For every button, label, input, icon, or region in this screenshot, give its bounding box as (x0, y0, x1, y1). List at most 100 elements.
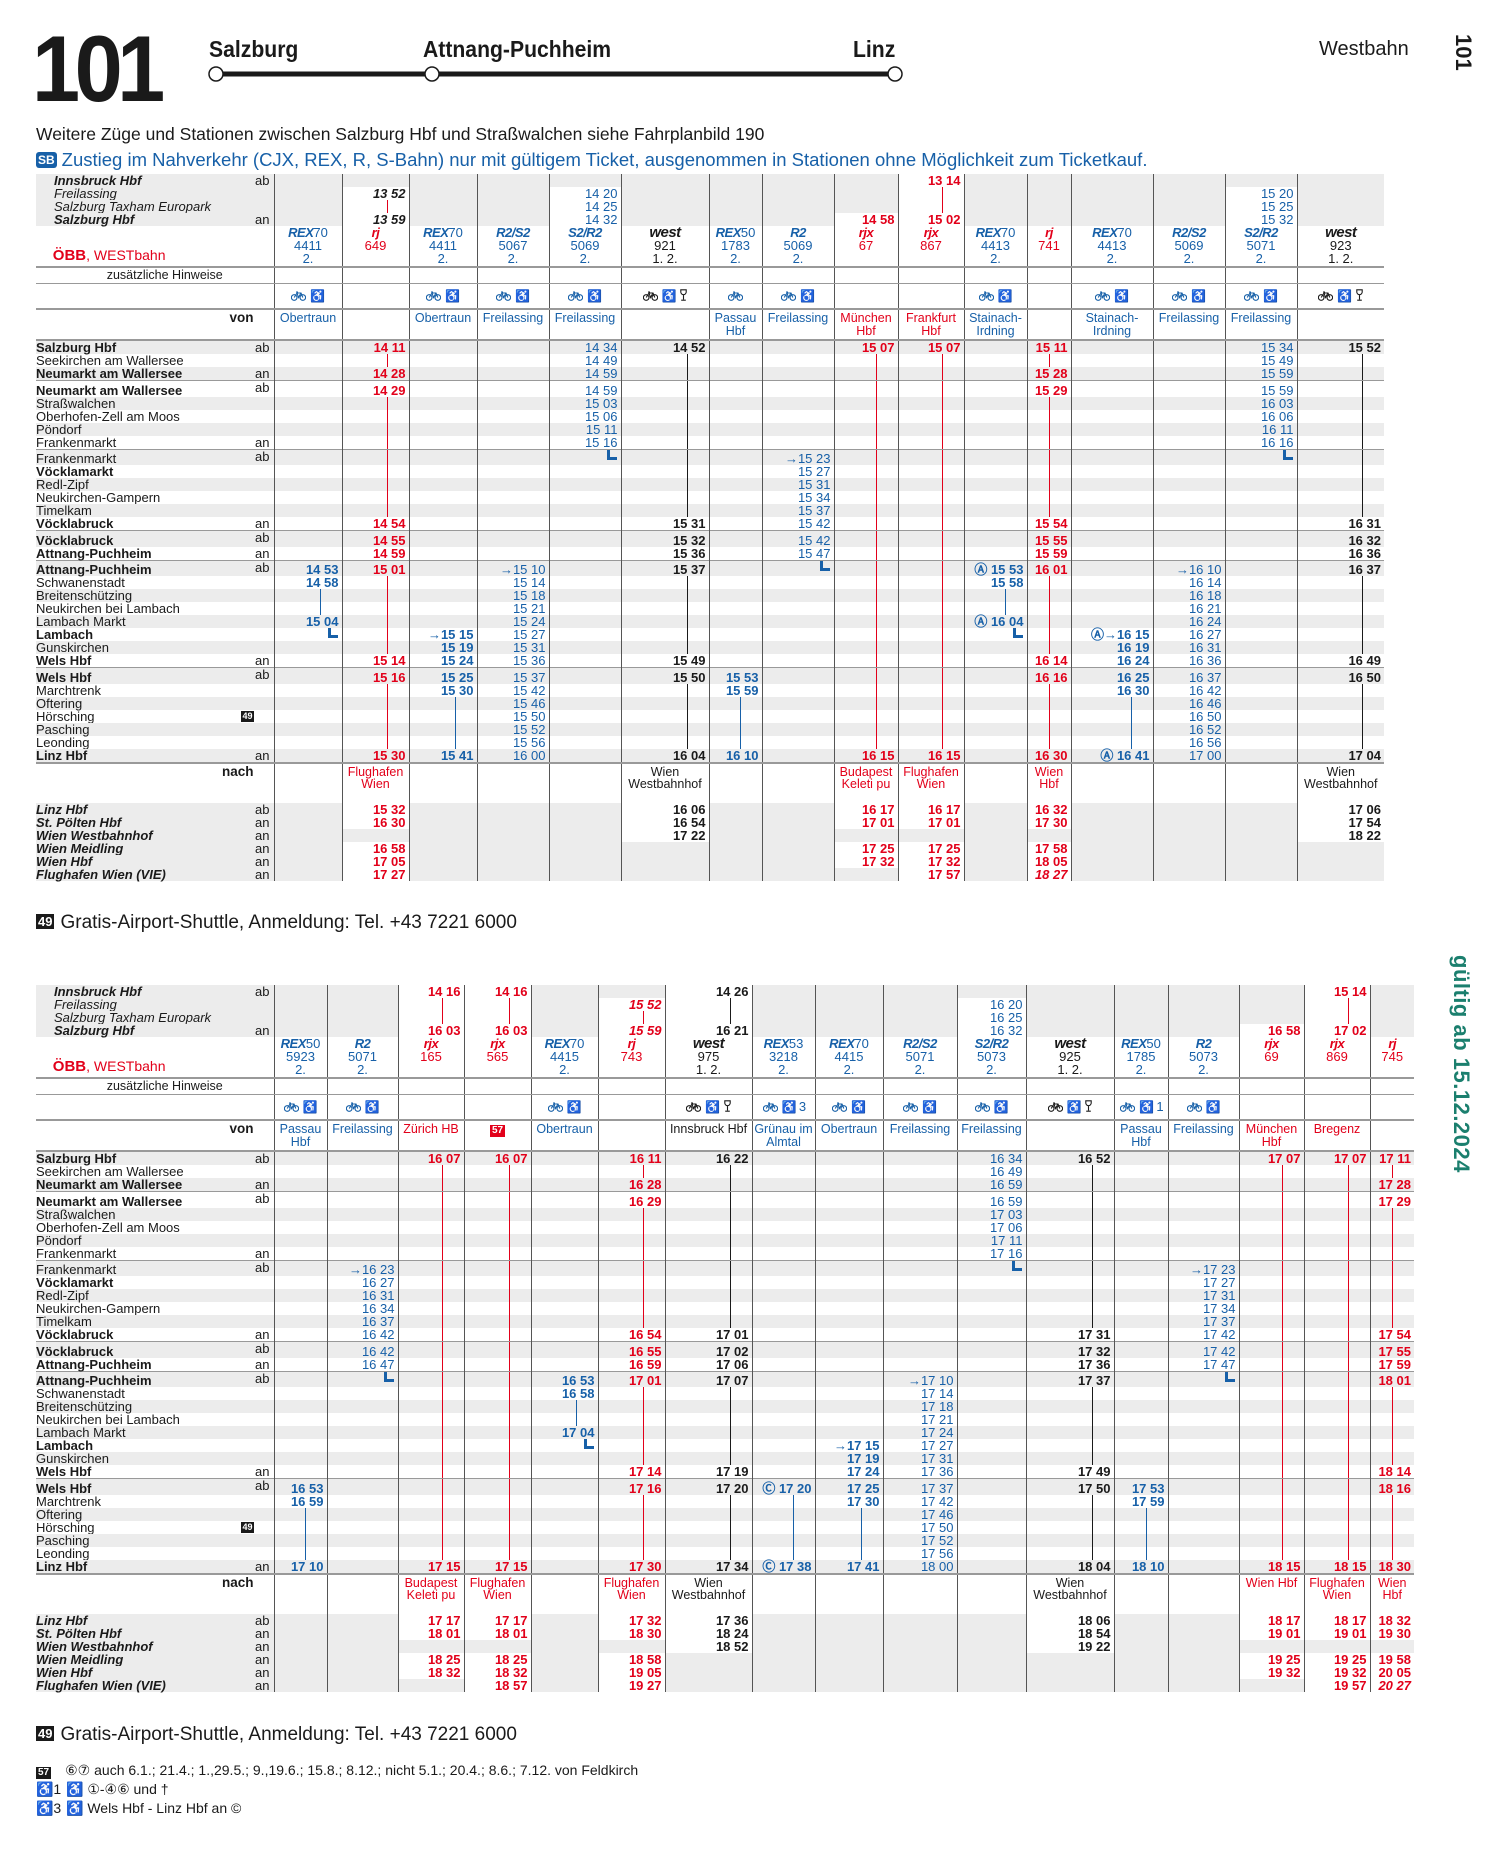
train-header[interactable]: REX70 4411 2. (273, 226, 342, 268)
train-header[interactable]: REX50 1783 2. (708, 226, 762, 268)
station-label: Frankenmarkt an (36, 1247, 274, 1261)
onward-time: 18 01 (494, 1625, 528, 1641)
train-header[interactable]: west 921 1. 2. (620, 225, 709, 268)
time-cell (273, 546, 342, 561)
time-cell (1369, 1207, 1414, 1221)
time-cell (897, 654, 964, 668)
train-header[interactable]: rj 649 (341, 226, 409, 268)
time-cell (963, 546, 1027, 561)
station-label: Timelkam (36, 1315, 274, 1329)
time-cell (708, 380, 762, 397)
train-header[interactable]: west 925 1. 2. (1025, 1036, 1114, 1079)
train-brand: rjx (490, 1036, 505, 1051)
station-name: Innsbruck Hbf (54, 173, 142, 188)
train-line-number: 70 (569, 1036, 585, 1051)
train-header[interactable]: REX70 4413 2. (1070, 226, 1153, 268)
station-row: Marchtrenk 16 59 17 30 17 42 17 59 (36, 1493, 1414, 1509)
onward-time: 18 01 (427, 1625, 461, 1641)
train-header-row: ÖBB, WESTbahn REX50 5923 2. R2 5071 2. rjx 165 rj… (36, 1036, 1414, 1079)
stop-time: 17 37 (1077, 1373, 1111, 1389)
destination-station: Wien Hbf (1245, 1575, 1298, 1590)
time-cell (273, 340, 342, 355)
train-header[interactable]: R2 5069 2. (761, 226, 834, 268)
train-header[interactable]: rjx 867 (897, 226, 964, 268)
time-cell (1224, 546, 1297, 561)
time-cell: 16 11 (597, 1151, 665, 1166)
train-header[interactable]: west 923 1. 2. (1296, 225, 1384, 268)
train-header[interactable]: R2/S2 5069 2. (1152, 226, 1225, 268)
time-cell: 15 54 (1026, 517, 1071, 531)
time-cell (530, 1413, 598, 1427)
stop-time: 17 01 (715, 1327, 749, 1343)
onward-time-cell (751, 1626, 815, 1640)
time-cell: 16 52 (1152, 722, 1225, 736)
station-name: Frankenmarkt (36, 451, 117, 467)
ticket-notice: SB Zustieg im Nahverkehr (CJX, REX, R, S-… (36, 149, 1147, 171)
feeder-time-cell: 13 14 (897, 174, 964, 187)
stop-time: 16 16 (1034, 669, 1068, 685)
train-header[interactable]: REX70 4415 2. (530, 1036, 598, 1079)
bicycle-icon (780, 289, 797, 304)
feeder-time-cell: 15 20 (1224, 187, 1297, 200)
onward-time-cell (963, 854, 1027, 868)
train-class: 2. (1183, 251, 1195, 267)
time-cell (530, 1328, 598, 1342)
train-header[interactable]: R2/S2 5071 2. (882, 1037, 957, 1079)
station-label: Wien Meidling an (36, 1652, 274, 1666)
feeder-time-cell (620, 187, 709, 200)
time-cell (751, 1178, 815, 1192)
train-header[interactable]: rjx 869 (1303, 1037, 1370, 1079)
train-header[interactable]: REX50 5923 2. (273, 1037, 327, 1079)
train-brand: rj (1045, 225, 1053, 240)
train-header[interactable]: rjx 67 (833, 226, 898, 268)
time-cell (273, 1328, 327, 1342)
time-cell (273, 1370, 327, 1388)
train-header[interactable]: S2/R2 5069 2. (548, 226, 621, 268)
train-header[interactable]: rjx 565 (463, 1036, 531, 1079)
station-row: Redl-Zipf 15 31 (36, 478, 1384, 492)
train-header[interactable]: REX70 4413 2. (963, 226, 1027, 268)
time-cell (956, 1276, 1026, 1290)
feeder-time-cell: 16 03 (463, 1024, 531, 1037)
train-header[interactable]: rj 741 (1026, 225, 1071, 268)
train-header[interactable]: rj 745 (1369, 1037, 1414, 1079)
train-header[interactable]: S2/R2 5071 2. (1224, 226, 1297, 268)
train-header[interactable]: west 975 1. 2. (664, 1036, 752, 1079)
stop-time: 17 59 (1378, 1356, 1411, 1372)
train-header[interactable]: R2 5073 2. (1167, 1037, 1239, 1079)
time-cell (273, 422, 342, 436)
time-cell (1167, 1533, 1239, 1547)
train-header[interactable]: REX70 4411 2. (408, 226, 477, 268)
origin-row: von Passau Hbf Freilassing Zürich HB 57 Obert… (36, 1120, 1414, 1153)
time-cell (1369, 1220, 1414, 1234)
train-header[interactable]: REX53 3218 2. (751, 1037, 815, 1079)
time-cell (273, 1452, 327, 1466)
operator-label: ÖBB, WESTbahn (36, 1037, 274, 1079)
onward-time-cell (273, 841, 342, 855)
time-cell (1303, 1370, 1370, 1388)
onward-time-cell: 19 32 (1238, 1665, 1304, 1679)
train-header[interactable]: rjx 165 (397, 1037, 464, 1079)
time-cell (463, 1289, 531, 1303)
train-header[interactable]: R2 5071 2. (326, 1037, 398, 1079)
time-cell (397, 1400, 464, 1414)
train-header[interactable]: rj 743 (597, 1037, 665, 1079)
time-cell (1238, 1546, 1304, 1560)
time-cell (1224, 735, 1297, 749)
train-header[interactable]: R2/S2 5067 2. (476, 226, 549, 268)
train-header[interactable]: REX50 1785 2. (1113, 1037, 1168, 1079)
feeder-time-cell (1303, 998, 1370, 1011)
time-cell (1296, 380, 1384, 398)
time-cell (273, 1439, 327, 1453)
stop-time: 17 30 (846, 1493, 880, 1509)
train-header[interactable]: S2/R2 5073 2. (956, 1037, 1026, 1079)
train-header[interactable]: rjx 69 (1238, 1037, 1304, 1079)
onward-time-cell (1167, 1665, 1239, 1679)
time-cell (1369, 1387, 1414, 1401)
time-cell (1152, 367, 1225, 381)
time-cell: 17 21 (882, 1413, 957, 1427)
time-cell (597, 1302, 665, 1316)
train-header[interactable]: REX70 4415 2. (814, 1037, 883, 1079)
onward-time: 17 32 (628, 1612, 662, 1628)
train-category: rj (343, 226, 409, 239)
